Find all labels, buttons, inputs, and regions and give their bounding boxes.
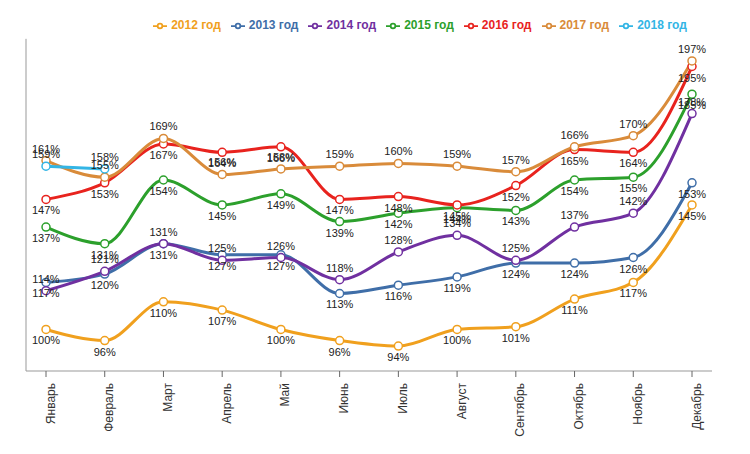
svg-text:125%: 125%	[502, 242, 530, 254]
svg-text:170%: 170%	[619, 118, 647, 130]
svg-text:148%: 148%	[384, 202, 412, 214]
svg-text:110%: 110%	[150, 307, 178, 319]
svg-text:153%: 153%	[678, 188, 706, 200]
svg-text:127%: 127%	[267, 260, 295, 272]
svg-text:119%: 119%	[443, 282, 471, 294]
svg-text:Февраль: Февраль	[102, 383, 116, 432]
svg-text:Сентябрь: Сентябрь	[513, 383, 527, 437]
svg-text:Март: Март	[161, 383, 175, 412]
svg-text:Апрель: Апрель	[220, 383, 234, 424]
svg-text:101%: 101%	[502, 332, 530, 344]
svg-text:Август: Август	[455, 383, 469, 420]
svg-text:169%: 169%	[149, 120, 177, 132]
html-text:2015 год: 2015 год	[404, 18, 454, 32]
html-text:2016 год: 2016 год	[481, 18, 532, 32]
svg-text:Июль: Июль	[396, 383, 410, 414]
svg-text:125%: 125%	[208, 242, 236, 254]
svg-text:159%: 159%	[326, 148, 354, 160]
svg-text:164%: 164%	[208, 157, 236, 169]
svg-text:131%: 131%	[149, 249, 177, 261]
svg-text:113%: 113%	[326, 298, 354, 310]
svg-text:158%: 158%	[267, 151, 295, 163]
svg-text:154%: 154%	[560, 185, 588, 197]
svg-text:114%: 114%	[32, 273, 60, 285]
svg-text:149%: 149%	[267, 199, 295, 211]
svg-text:185%: 185%	[678, 99, 706, 111]
svg-text:156%: 156%	[208, 156, 236, 168]
svg-text:118%: 118%	[326, 262, 354, 274]
svg-text:131%: 131%	[149, 226, 177, 238]
svg-text:154%: 154%	[149, 185, 177, 197]
svg-text:Январь: Январь	[44, 383, 58, 424]
svg-text:126%: 126%	[267, 240, 295, 252]
svg-text:127%: 127%	[208, 260, 236, 272]
svg-text:167%: 167%	[149, 149, 177, 161]
html-text:2014 год: 2014 год	[326, 18, 377, 32]
svg-text:128%: 128%	[384, 234, 412, 246]
svg-text:166%: 166%	[560, 129, 588, 141]
svg-text:117%: 117%	[620, 287, 648, 299]
svg-text:164%: 164%	[619, 157, 647, 169]
html-text:2017 год: 2017 год	[559, 18, 610, 32]
svg-text:159%: 159%	[443, 148, 471, 160]
svg-text:120%: 120%	[91, 279, 119, 291]
svg-text:126%: 126%	[619, 263, 647, 275]
svg-text:155%: 155%	[619, 182, 647, 194]
svg-text:Май: Май	[278, 383, 292, 407]
svg-text:96%: 96%	[329, 346, 351, 358]
html-text:2012 год: 2012 год	[171, 18, 221, 32]
svg-text:166%: 166%	[267, 152, 295, 164]
svg-text:139%: 139%	[326, 227, 354, 239]
svg-text:94%: 94%	[387, 351, 409, 363]
svg-text:157%: 157%	[502, 154, 530, 166]
svg-text:145%: 145%	[208, 210, 236, 222]
html-text:2013 год: 2013 год	[248, 18, 299, 32]
svg-text:100%: 100%	[267, 334, 295, 346]
svg-text:137%: 137%	[32, 232, 60, 244]
svg-text:117%: 117%	[32, 287, 60, 299]
svg-text:145%: 145%	[443, 210, 471, 222]
svg-text:111%: 111%	[561, 304, 588, 316]
svg-text:158%: 158%	[91, 151, 119, 163]
svg-text:100%: 100%	[443, 334, 471, 346]
svg-text:147%: 147%	[326, 204, 354, 216]
svg-text:Июнь: Июнь	[337, 383, 351, 414]
svg-text:155%: 155%	[90, 159, 119, 172]
svg-text:100%: 100%	[32, 334, 60, 346]
svg-text:116%: 116%	[385, 290, 413, 302]
svg-text:195%: 195%	[678, 72, 706, 84]
svg-text:152%: 152%	[502, 191, 530, 203]
svg-text:124%: 124%	[560, 268, 588, 280]
svg-text:137%: 137%	[560, 209, 588, 221]
svg-text:Ноябрь: Ноябрь	[631, 383, 645, 425]
html-text:2018 год: 2018 год	[637, 18, 687, 32]
svg-text:96%: 96%	[94, 346, 116, 358]
svg-text:124%: 124%	[502, 268, 530, 280]
svg-text:145%: 145%	[678, 210, 706, 222]
svg-text:147%: 147%	[32, 204, 60, 216]
svg-text:159%: 159%	[32, 148, 60, 160]
svg-text:142%: 142%	[619, 195, 647, 207]
svg-text:160%: 160%	[384, 145, 412, 157]
svg-text:143%: 143%	[502, 215, 530, 227]
svg-text:131%: 131%	[91, 249, 119, 261]
svg-text:165%: 165%	[560, 155, 588, 167]
svg-text:153%: 153%	[91, 188, 119, 200]
svg-text:Декабрь: Декабрь	[690, 383, 704, 430]
svg-text:142%: 142%	[384, 218, 412, 230]
svg-text:Октябрь: Октябрь	[572, 383, 586, 430]
svg-text:197%: 197%	[678, 43, 706, 55]
svg-text:107%: 107%	[208, 315, 236, 327]
